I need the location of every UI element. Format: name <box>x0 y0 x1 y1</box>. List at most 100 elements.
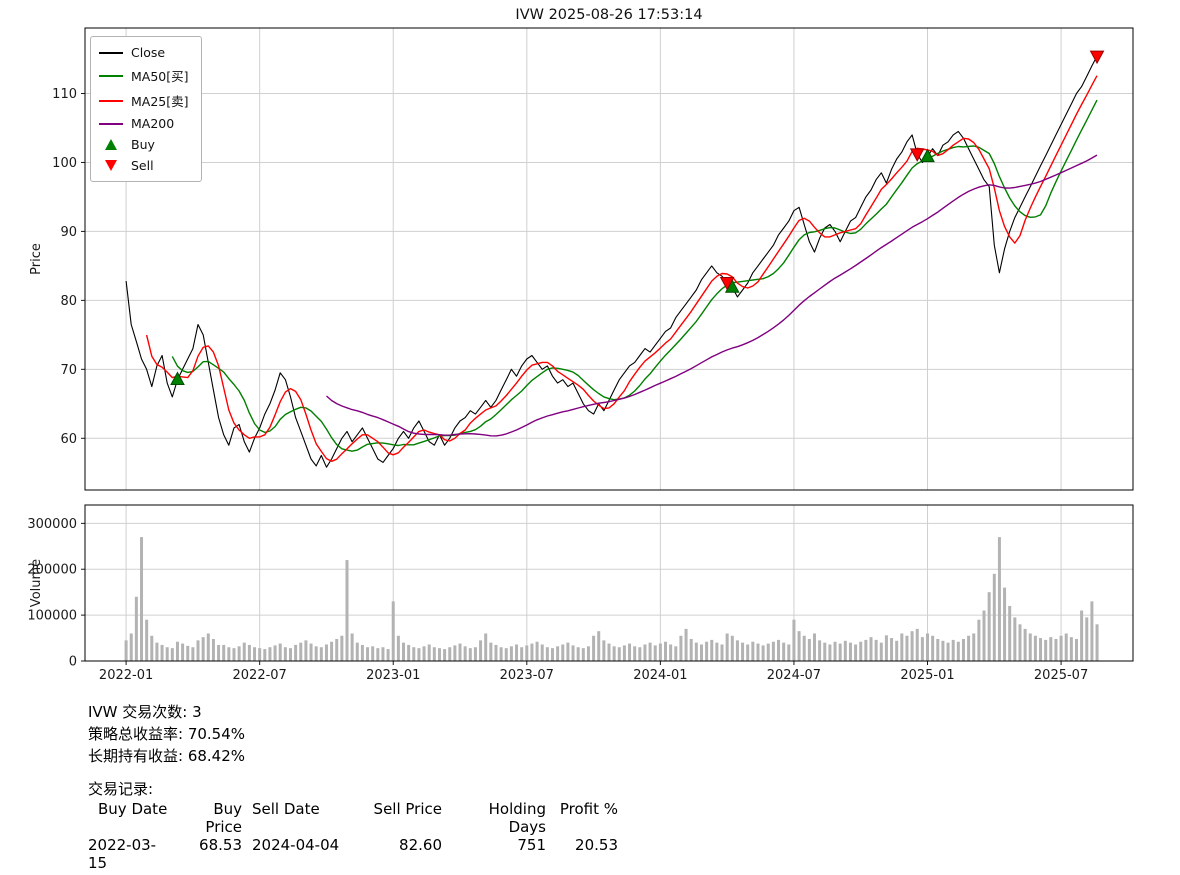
volume-bar <box>715 642 719 661</box>
volume-bar <box>643 644 647 661</box>
price-tick-label: 100 <box>52 156 77 171</box>
volume-bar <box>253 647 257 661</box>
volume-bar <box>607 643 611 661</box>
sell-marker <box>1089 50 1105 65</box>
volume-tick-label: 300000 <box>27 517 77 532</box>
volume-bar <box>155 642 159 661</box>
volume-bar <box>972 633 976 661</box>
col-sell-price: Sell Price <box>373 800 442 818</box>
trade-count-line: IVW 交易次数: 3 <box>88 703 202 721</box>
x-tick-label: 2022-01 <box>99 668 153 683</box>
volume-bar <box>550 648 554 661</box>
price-tick-label: 60 <box>60 432 77 447</box>
legend-item-buy: Buy <box>99 137 189 152</box>
sell-marker <box>719 276 735 291</box>
volume-bar <box>689 638 693 661</box>
price-tick-label: 80 <box>60 294 77 309</box>
price-series-layer <box>125 55 1098 468</box>
volume-bar <box>879 642 883 661</box>
volume-bar <box>664 641 668 661</box>
volume-bar <box>1008 605 1012 661</box>
legend-swatch-shape <box>99 122 123 125</box>
legend-item-ma50-: MA50[买] <box>99 66 189 85</box>
volume-bar <box>777 639 781 661</box>
volume-bar <box>694 642 698 661</box>
holding-days: 247 <box>452 872 546 875</box>
volume-bar <box>530 643 534 661</box>
volume-bar <box>936 638 940 661</box>
buy-date: 2022-03-15 <box>88 836 157 872</box>
legend-swatch-shape <box>99 74 123 77</box>
strategy-return-line: 策略总收益率: 70.54% <box>88 725 246 743</box>
legend-label: Sell <box>131 158 154 173</box>
volume-bar <box>1003 587 1007 661</box>
volume-bar <box>402 642 406 661</box>
volume-bar <box>895 640 899 661</box>
trade-row: 2024-04-15 81.90 2024-12-18 101.25 247 2… <box>88 872 618 875</box>
volume-tick-label: 200000 <box>27 563 77 578</box>
volume-bar <box>494 644 498 661</box>
volume-bar <box>833 641 837 661</box>
volume-bar <box>484 633 488 661</box>
sell-date: 2024-04-04 <box>252 836 340 854</box>
volume-bar <box>648 642 652 661</box>
volume-bar <box>633 646 637 661</box>
volume-bar <box>407 644 411 661</box>
sell-price: 101.25 <box>362 872 443 875</box>
volume-bar <box>941 640 945 661</box>
buy-price: 81.90 <box>178 872 242 875</box>
legend-item-sell: Sell <box>99 158 189 173</box>
volume-tick-label: 100000 <box>27 609 77 624</box>
volume-bar <box>556 646 560 661</box>
volume-bar <box>499 647 503 661</box>
volume-bar <box>699 644 703 661</box>
volume-bar <box>237 646 241 661</box>
volume-bar <box>520 647 524 661</box>
volume-bar <box>376 648 380 661</box>
volume-bar <box>525 645 529 661</box>
chart-legend: Close MA50[买] MA25[卖] MA200 Buy Sell <box>90 36 202 182</box>
volume-bar <box>992 573 996 661</box>
volume-bar <box>956 641 960 661</box>
x-tick-label: 2023-07 <box>500 668 554 683</box>
volume-bar <box>586 646 590 661</box>
volume-bar <box>638 647 642 661</box>
ma10-line <box>171 99 1098 452</box>
legend-label: MA25[卖] <box>131 94 189 109</box>
volume-bar <box>571 645 575 661</box>
volume-bar <box>124 640 128 661</box>
volume-bar <box>453 645 457 661</box>
volume-bar <box>278 643 282 661</box>
volume-bar <box>515 644 519 661</box>
buy-hold-return-line: 长期持有收益: 68.42% <box>88 747 246 765</box>
volume-bar <box>201 637 205 661</box>
buy-price: 68.53 <box>199 836 242 854</box>
volume-bar <box>997 537 1001 661</box>
volume-bar <box>366 647 370 661</box>
legend-swatch-shape <box>99 51 123 54</box>
volume-bar <box>294 644 298 661</box>
volume-bar <box>545 647 549 661</box>
volume-bar <box>920 637 924 661</box>
buy-marker <box>170 371 185 385</box>
volume-bar <box>381 647 385 661</box>
col-buy-price: Buy Price <box>205 800 242 836</box>
volume-grid-layer <box>85 505 1133 662</box>
volume-bar <box>581 648 585 661</box>
volume-bar <box>129 633 133 661</box>
volume-bar <box>330 641 334 661</box>
volume-bar <box>561 644 565 661</box>
legend-line-swatch <box>99 122 123 125</box>
volume-bar <box>242 642 246 661</box>
volume-bar <box>622 645 626 661</box>
volume-bar <box>247 644 251 661</box>
volume-bar <box>1074 638 1078 661</box>
stock-chart: IVW 2025-08-26 17:53:14 Price Volume 202… <box>27 7 1134 683</box>
volume-bar <box>658 643 662 661</box>
volume-bar <box>196 640 200 661</box>
buy-marker <box>920 148 935 163</box>
volume-bar <box>859 641 863 661</box>
close-line <box>125 55 1098 468</box>
volume-bar <box>432 647 436 661</box>
volume-bar <box>602 640 606 661</box>
